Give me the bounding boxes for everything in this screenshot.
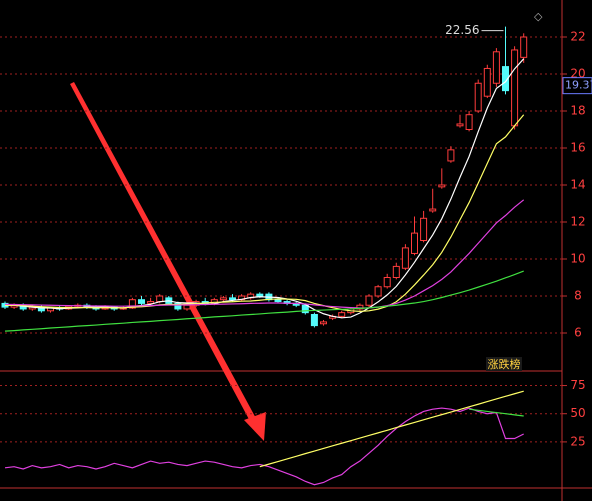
candle-body <box>229 297 236 301</box>
candle-body <box>338 312 346 317</box>
candle-body <box>274 299 282 303</box>
candle-body <box>320 321 327 325</box>
y-tick-label: 6 <box>574 326 582 340</box>
candle-body <box>147 301 155 304</box>
candle-body <box>447 149 455 162</box>
candle-body <box>420 217 428 242</box>
candle-body <box>483 67 491 97</box>
line <box>469 408 524 417</box>
candle-body <box>310 314 318 327</box>
candle-body <box>474 82 482 112</box>
annotation-arrow <box>70 82 266 441</box>
y-tick-label: 14 <box>570 178 585 192</box>
icon[interactable]: ◇ <box>534 10 543 23</box>
candle-body <box>219 297 227 301</box>
candle-body <box>411 232 418 254</box>
candle-body <box>465 114 473 130</box>
candle-body <box>456 123 464 127</box>
button[interactable] <box>486 357 522 371</box>
candle-body <box>502 66 509 92</box>
y-tick-label: 18 <box>570 104 585 118</box>
line <box>4 199 525 309</box>
candle-body <box>429 208 437 212</box>
line <box>4 270 524 332</box>
line <box>5 114 525 312</box>
y-tick-label: 12 <box>570 215 585 229</box>
y-tick-label: 20 <box>570 67 585 81</box>
candle-body <box>401 247 409 269</box>
line <box>259 390 524 468</box>
y-tick-label: 25 <box>570 434 585 448</box>
candle-body <box>138 299 145 304</box>
candle-body <box>392 265 400 278</box>
candle-body <box>183 304 191 310</box>
candle-body <box>492 51 500 84</box>
y-tick-label: 16 <box>570 141 585 155</box>
price-tag-label: 19.37 <box>565 79 592 92</box>
candle-body <box>301 304 309 314</box>
candle-body <box>128 299 136 309</box>
candle-body <box>256 293 264 297</box>
y-tick-label: 22 <box>570 30 585 44</box>
price-tag <box>562 77 592 95</box>
candle-body <box>520 36 528 58</box>
y-tick-label: 75 <box>570 378 585 392</box>
y-tick-label: 10 <box>570 252 585 266</box>
candle-body <box>383 277 391 288</box>
y-tick-label: 50 <box>570 406 585 420</box>
candle-body <box>511 49 519 127</box>
candle-body <box>365 295 373 306</box>
button-label[interactable]: 涨跌榜 <box>488 357 521 371</box>
candle-body <box>174 302 182 310</box>
candle-body <box>438 184 446 188</box>
candle-body <box>374 286 382 297</box>
max-label: 22.56 <box>445 23 479 37</box>
y-tick-label: 8 <box>574 289 582 303</box>
candle-body <box>156 295 164 303</box>
